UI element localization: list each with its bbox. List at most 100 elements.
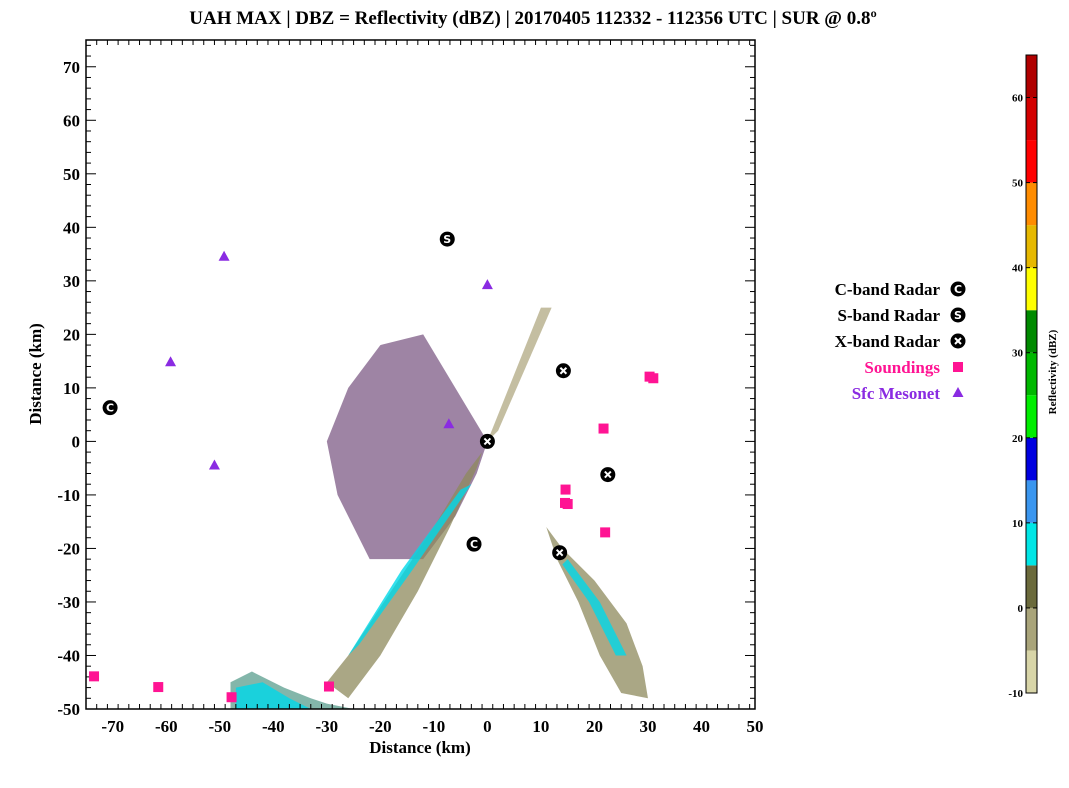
colorbar-bin <box>1026 650 1037 693</box>
c-band-radar-point-disc <box>466 536 482 552</box>
colorbar-bin <box>1026 310 1037 353</box>
x-band-radar-point-glyph-b <box>555 549 564 557</box>
s-band-radar-point-glyph: S <box>443 233 451 246</box>
colorbar-tick-label: 60 <box>1012 93 1024 105</box>
legend-marker-c-band-radar-glyph: C <box>954 283 962 296</box>
x-tick-label: 0 <box>483 717 492 736</box>
y-axis-label: Distance (km) <box>26 323 45 425</box>
colorbar-bin <box>1026 140 1037 183</box>
y-tick-label: 70 <box>63 58 80 77</box>
s-band-radar-point: S <box>439 231 455 247</box>
y-tick-label: -30 <box>57 593 80 612</box>
c-band-radar-point-glyph: C <box>470 538 478 551</box>
x-band-radar-point <box>479 433 495 449</box>
colorbar-bin <box>1026 55 1037 98</box>
colorbar-tick-label: 10 <box>1012 518 1024 530</box>
colorbar-bin <box>1026 480 1037 523</box>
c-band-radar-point-disc <box>102 400 118 416</box>
x-tick-label: 50 <box>747 717 764 736</box>
y-tick-label: 30 <box>63 272 80 291</box>
legend-label-c-band-radar: C-band Radar <box>835 280 941 299</box>
colorbar-bin <box>1026 522 1037 566</box>
colorbar-bin <box>1026 267 1037 311</box>
c-band-radar-point: C <box>466 536 482 552</box>
plot-frame <box>85 39 756 710</box>
soundings-point <box>153 682 164 693</box>
soundings-point <box>89 671 100 682</box>
chart-title: UAH MAX | DBZ = Reflectivity (dBZ) | 201… <box>189 8 877 29</box>
x-band-radar-point-glyph-b <box>559 367 568 375</box>
y-tick-label: 10 <box>63 379 80 398</box>
point-markers: C C S <box>89 231 659 703</box>
legend-marker-x-band-radar <box>950 333 966 349</box>
x-band-radar-point-glyph-b <box>604 470 612 479</box>
legend-marker-soundings <box>953 362 963 372</box>
soundings-point <box>600 527 611 538</box>
sfc-mesonet-point <box>165 356 177 367</box>
reflectivity-core-1 <box>562 559 627 656</box>
colorbar-tick-label: 20 <box>1012 433 1024 445</box>
legend-marker-x-band-radar-glyph-b <box>954 337 962 345</box>
x-tick-label: -40 <box>262 717 285 736</box>
legend-marker-s-band-radar-glyph: S <box>954 309 962 322</box>
reflectivity-core-2 <box>235 682 311 709</box>
x-tick-label: 10 <box>532 717 549 736</box>
y-tick-label: 0 <box>72 432 81 451</box>
colorbar-bin <box>1026 225 1037 268</box>
colorbar-bin <box>1026 395 1037 438</box>
y-tick-label: -10 <box>57 486 80 505</box>
x-tick-label: 30 <box>639 717 656 736</box>
colorbar-frame <box>1025 54 1038 694</box>
s-band-radar-point-disc <box>439 231 455 247</box>
x-band-radar-point-glyph-b <box>483 437 492 446</box>
x-band-radar-point <box>555 363 571 379</box>
c-band-radar-point: C <box>102 400 118 416</box>
x-band-radar-point <box>552 545 568 561</box>
colorbar-tick-label: 50 <box>1012 178 1024 190</box>
y-tick-label: 20 <box>63 325 80 344</box>
colorbar-bin <box>1026 437 1037 481</box>
colorbar-bin <box>1026 607 1037 651</box>
soundings-point <box>648 373 659 384</box>
reflectivity-region-ne-spoke <box>487 307 552 442</box>
colorbar-bin <box>1026 182 1037 226</box>
legend-marker-s-band-radar-disc <box>950 307 966 323</box>
sfc-mesonet-point <box>481 279 493 290</box>
c-band-radar-point-glyph: C <box>106 402 114 415</box>
legend-label-s-band-radar: S-band Radar <box>837 306 940 325</box>
x-axis-label: Distance (km) <box>369 738 471 757</box>
y-tick-label: 60 <box>63 111 80 130</box>
y-tick-label: -50 <box>57 700 80 719</box>
x-tick-label: -60 <box>155 717 178 736</box>
sfc-mesonet-point <box>443 418 455 429</box>
x-tick-label: -50 <box>208 717 231 736</box>
colorbar-bin <box>1026 97 1037 141</box>
colorbar-bin <box>1026 352 1037 396</box>
legend-label-x-band-radar: X-band Radar <box>835 332 941 351</box>
y-tick-label: -20 <box>57 539 80 558</box>
x-tick-label: -30 <box>316 717 339 736</box>
colorbar-label: Reflectivity (dBZ) <box>1047 329 1059 414</box>
axis-ticks: -70 -60 -50 -40 -30 -20 -10 0 10 20 30 40 50 -50 -40 -3… <box>57 40 764 736</box>
y-tick-label: 40 <box>63 218 80 237</box>
sfc-mesonet-point <box>218 250 230 261</box>
legend-marker-s-band-radar: S <box>950 307 966 323</box>
soundings-point <box>226 692 237 703</box>
colorbar-bin <box>1026 565 1037 608</box>
soundings-point <box>562 499 573 510</box>
colorbar-tick-label: -10 <box>1008 688 1023 700</box>
legend-label-sfc-mesonet: Sfc Mesonet <box>852 384 941 403</box>
colorbar-tick-label: 40 <box>1012 263 1024 275</box>
legend: C-band Radar C S-band Radar S X-band Radar So… <box>835 280 966 403</box>
legend-label-soundings: Soundings <box>864 358 940 377</box>
reflectivity-core-0 <box>348 484 472 656</box>
soundings-point <box>598 423 609 434</box>
colorbar: -10 0 10 20 30 40 50 60 <box>1008 54 1038 700</box>
reflectivity-region-west-sector <box>326 334 488 560</box>
colorbar-tick-label: 30 <box>1012 348 1024 360</box>
colorbar-tick-label: 0 <box>1018 603 1024 615</box>
y-tick-label: -40 <box>57 646 80 665</box>
x-tick-label: -20 <box>369 717 392 736</box>
legend-marker-c-band-radar-disc <box>950 281 966 297</box>
